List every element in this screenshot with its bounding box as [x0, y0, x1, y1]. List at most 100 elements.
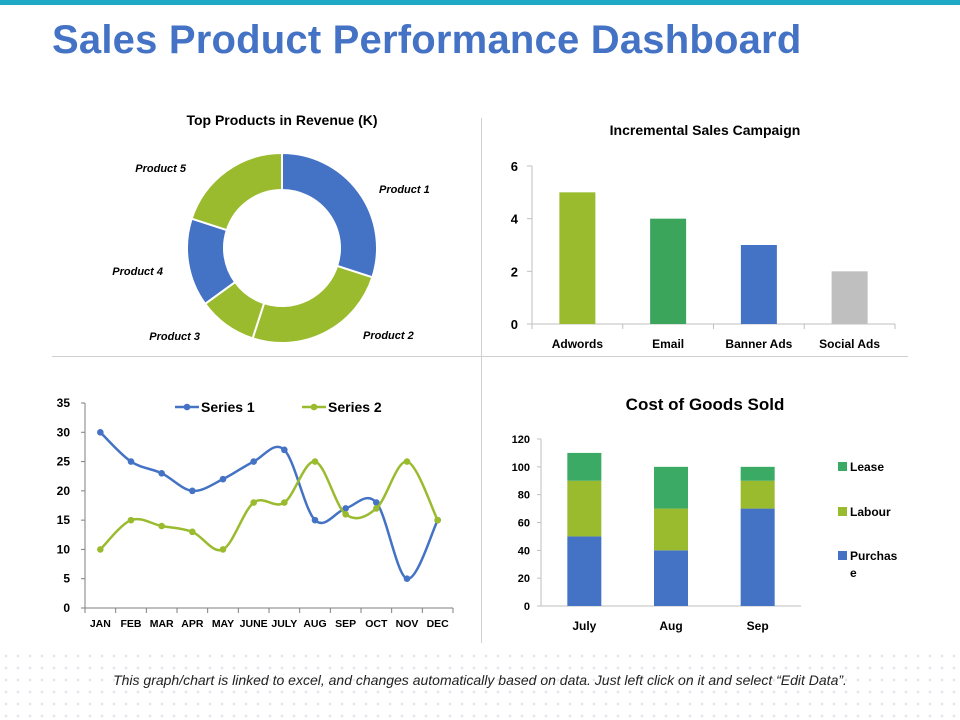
monthly-y-tick-label: 35 [57, 396, 71, 410]
cogs-legend-label-labour: Labour [850, 505, 891, 519]
monthly-y-tick-label: 25 [57, 455, 71, 469]
monthly-point-series-2-aug[interactable] [311, 458, 319, 465]
campaign-bar-email[interactable] [650, 218, 687, 324]
monthly-point-series-2-may[interactable] [219, 546, 227, 553]
monthly-point-series-2-jan[interactable] [97, 546, 104, 553]
monthly-x-label-nov: NOV [396, 618, 419, 630]
campaign-x-label-email: Email [652, 337, 684, 351]
monthly-point-series-2-mar[interactable] [158, 522, 165, 530]
donut-slice-product-2[interactable] [251, 264, 374, 344]
cogs-legend-label-line: Labour [850, 505, 891, 519]
cogs-bar-lease-aug[interactable] [654, 466, 688, 509]
monthly-y-tick-label: 20 [57, 484, 71, 498]
monthly-point-series-1-feb[interactable] [127, 458, 135, 465]
donut-label-product-5: Product 5 [135, 163, 187, 175]
cogs-bar-lease-sep[interactable] [740, 466, 775, 481]
cogs-x-label-aug: Aug [659, 619, 682, 633]
monthly-point-series-1-mar[interactable] [158, 469, 165, 477]
monthly-point-series-1-sep[interactable] [342, 505, 349, 512]
monthly-point-series-1-july[interactable] [281, 446, 288, 454]
donut-slice-product-5[interactable] [190, 151, 283, 232]
horizontal-divider [52, 356, 908, 357]
cogs-x-label-sep: Sep [747, 619, 769, 633]
cogs-bar-purchase-july[interactable] [567, 536, 602, 606]
donut-chart[interactable]: Top Products in Revenue (K) Product 1 Pro… [60, 100, 480, 350]
cogs-y-tick-label: 60 [518, 518, 530, 530]
campaign-y-tick-label: 6 [511, 159, 518, 174]
cogs-legend-swatch-purchase [838, 551, 847, 560]
campaign-x-label-social-ads: Social Ads [819, 337, 880, 351]
monthly-point-series-2-sep[interactable] [342, 510, 349, 518]
cogs-bar-purchase-aug[interactable] [654, 550, 688, 606]
campaign-chart-title: Incremental Sales Campaign [610, 122, 801, 138]
monthly-x-label-mar: MAR [150, 618, 174, 630]
cogs-legend-label-line: e [850, 566, 857, 580]
cogs-bar-labour-july[interactable] [567, 480, 602, 537]
cogs-y-tick-label: 80 [518, 490, 530, 502]
campaign-bar-banner-ads[interactable] [740, 245, 777, 324]
monthly-point-series-1-nov[interactable] [403, 575, 411, 583]
cogs-legend-label-lease: Lease [850, 460, 884, 474]
cogs-x-label-july: July [572, 619, 596, 633]
monthly-point-series-2-apr[interactable] [189, 528, 196, 536]
monthly-point-series-2-nov[interactable] [403, 458, 411, 465]
campaign-y-tick-label: 4 [511, 212, 519, 227]
cogs-legend-swatch-labour [838, 507, 847, 516]
campaign-x-label-adwords: Adwords [552, 337, 604, 351]
campaign-bar-chart[interactable]: Incremental Sales Campaign 0 2 4 6 Adwords Em… [490, 110, 910, 355]
monthly-x-label-oct: OCT [365, 618, 388, 630]
monthly-x-label-aug: AUG [303, 618, 326, 630]
cogs-stacked-chart[interactable]: Cost of Goods Sold 0 20 40 60 80 100 120 July Au… [495, 385, 915, 640]
campaign-bar-adwords[interactable] [559, 192, 596, 324]
cogs-legend-label-line: Lease [850, 460, 884, 474]
monthly-legend-marker-series-2 [310, 403, 318, 411]
monthly-x-label-may: MAY [212, 618, 234, 630]
monthly-point-series-2-june[interactable] [250, 499, 257, 506]
monthly-x-label-apr: APR [181, 618, 204, 630]
monthly-point-series-1-june[interactable] [250, 458, 257, 465]
monthly-x-label-june: JUNE [240, 618, 268, 630]
donut-slice-product-1[interactable] [281, 151, 378, 279]
vertical-divider [481, 118, 482, 643]
campaign-x-label-banner-ads: Banner Ads [725, 337, 792, 351]
monthly-point-series-1-may[interactable] [219, 475, 227, 483]
monthly-legend-label-series-1: Series 1 [201, 399, 255, 415]
cogs-legend-label-purchase: Purchas e [850, 549, 898, 580]
cogs-bar-labour-sep[interactable] [740, 480, 775, 509]
page-title: Sales Product Performance Dashboard [52, 18, 802, 62]
monthly-line-series-1[interactable] [99, 431, 439, 580]
cogs-legend-swatch-lease [838, 462, 847, 471]
monthly-point-series-1-aug[interactable] [311, 516, 319, 524]
donut-label-product-4: Product 4 [112, 266, 163, 278]
cogs-bar-lease-july[interactable] [567, 452, 602, 481]
donut-chart-title: Top Products in Revenue (K) [186, 112, 377, 128]
monthly-x-label-july: JULY [271, 618, 297, 630]
cogs-y-tick-label: 40 [518, 545, 530, 557]
monthly-legend-marker-series-1 [183, 403, 191, 411]
monthly-y-tick-label: 10 [57, 542, 71, 556]
monthly-point-series-1-jan[interactable] [97, 428, 104, 436]
cogs-legend-label-line: Purchas [850, 549, 898, 563]
campaign-y-tick-label: 0 [511, 317, 518, 332]
donut-label-product-3: Product 3 [149, 331, 200, 343]
monthly-point-series-2-feb[interactable] [127, 516, 135, 524]
monthly-line-series-2[interactable] [99, 460, 439, 552]
donut-label-product-2: Product 2 [363, 330, 414, 342]
monthly-line-chart[interactable]: 0 5 10 15 20 25 30 35 JAN FEB MAR APR MAY JUNE JULY AUG… [40, 385, 470, 640]
cogs-bar-purchase-sep[interactable] [740, 508, 775, 606]
monthly-point-series-2-oct[interactable] [373, 505, 380, 512]
campaign-bar-social-ads[interactable] [831, 271, 868, 324]
monthly-point-series-2-july[interactable] [281, 499, 288, 506]
monthly-x-label-jan: JAN [90, 618, 111, 630]
monthly-point-series-1-apr[interactable] [189, 487, 196, 495]
campaign-y-tick-label: 2 [511, 264, 518, 279]
cogs-bar-labour-aug[interactable] [654, 508, 688, 551]
footer-note: This graph/chart is linked to excel, and… [113, 672, 847, 688]
monthly-x-label-feb: FEB [121, 618, 142, 630]
donut-label-product-1: Product 1 [379, 184, 430, 196]
monthly-point-series-1-oct[interactable] [373, 499, 380, 506]
monthly-point-series-2-dec[interactable] [434, 516, 441, 524]
cogs-y-tick-label: 20 [518, 573, 530, 585]
monthly-y-tick-label: 15 [57, 513, 71, 527]
monthly-y-tick-label: 0 [63, 601, 70, 615]
